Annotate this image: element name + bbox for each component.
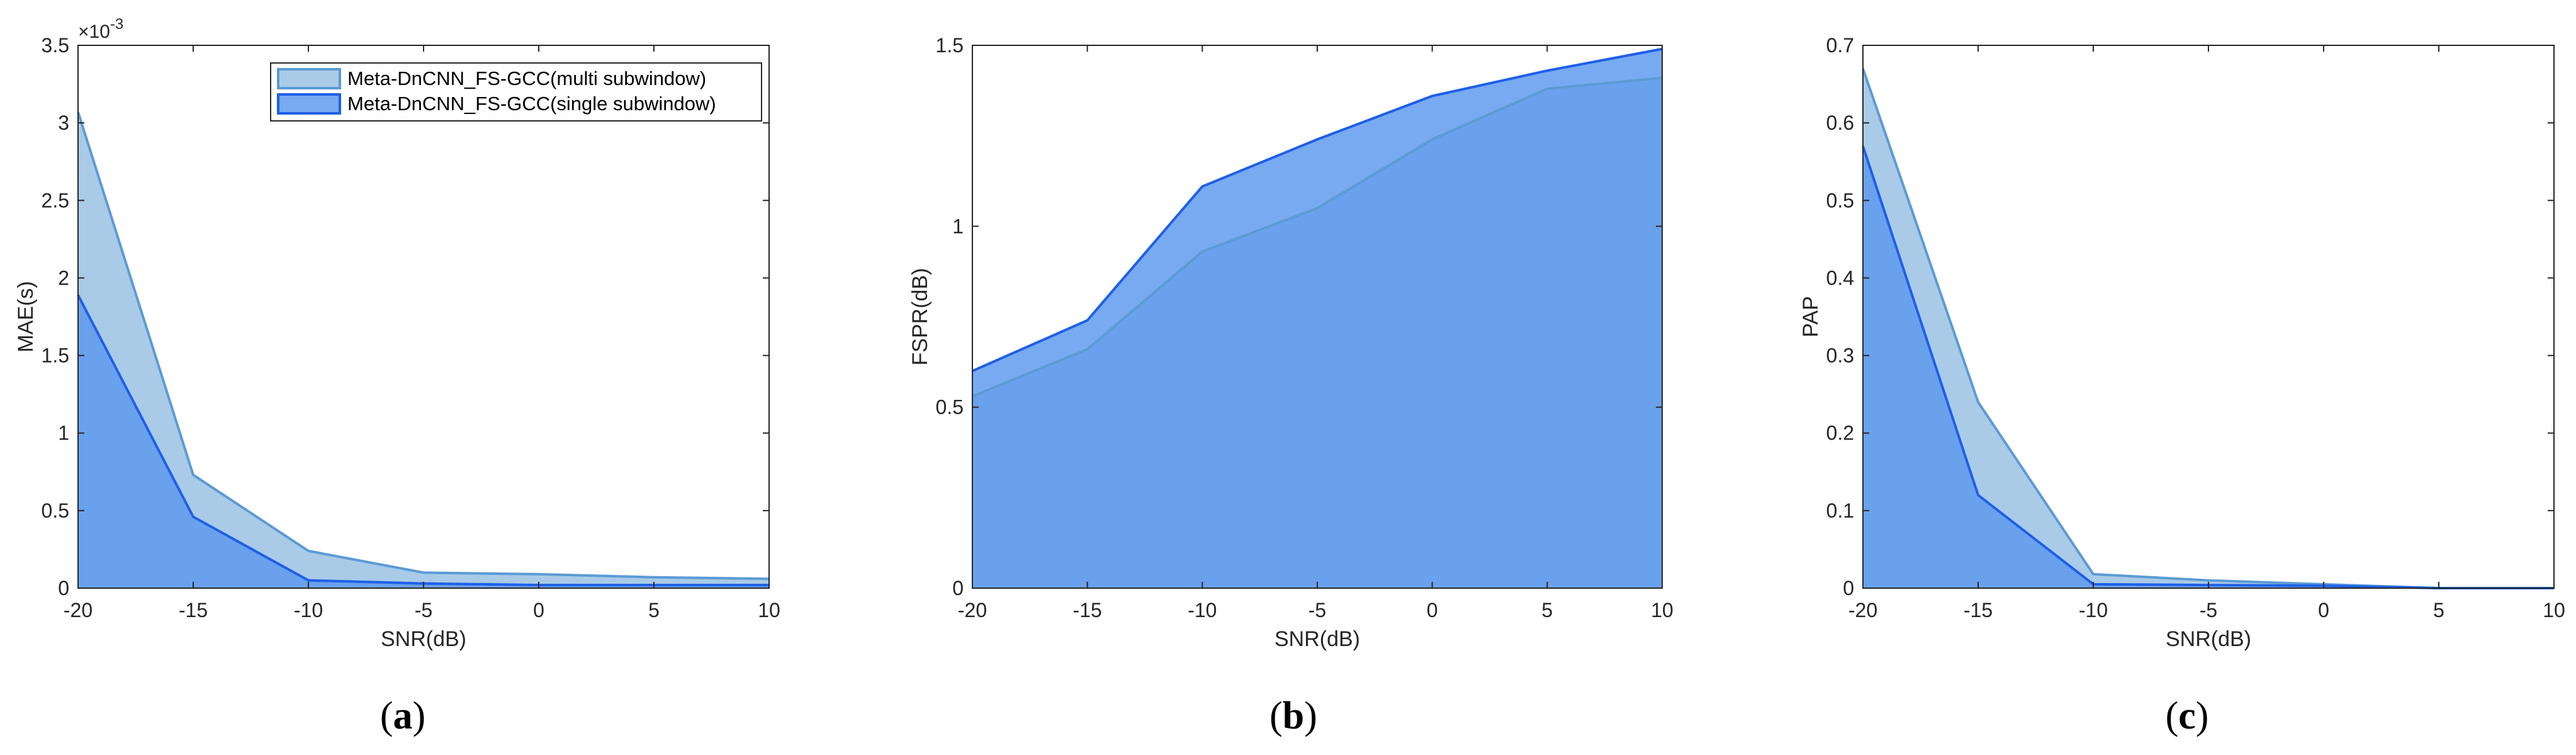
y-tick-label: 0.2: [1826, 422, 1854, 445]
x-tick-label: -10: [2079, 599, 2108, 622]
x-tick-label: -15: [1964, 599, 1993, 622]
x-tick-label: 0: [533, 599, 544, 622]
x-tick-label: -5: [2200, 599, 2217, 622]
y-tick-label: 0: [58, 577, 69, 599]
y-tick-label: 3: [58, 111, 69, 134]
y-tick-label: 1: [952, 215, 964, 237]
y-axis-label: PAP: [1799, 296, 1823, 338]
y-tick-label: 0.5: [1826, 189, 1854, 212]
x-tick-label: 10: [758, 599, 780, 622]
chart-panel-b: -20 -15 -10 -5 0 5 10 0 0.5 1 1.5 SNR(dB) FSPR(dB) (b…: [908, 34, 1673, 737]
y-tick-label: 1.5: [936, 34, 964, 57]
x-axis-label: SNR(dB): [1274, 627, 1360, 651]
x-tick-label: 0: [1427, 599, 1438, 622]
area-series-single-subwindow: [78, 295, 769, 588]
legend-entry-label: Meta-DnCNN_FS-GCC(multi subwindow): [347, 67, 706, 89]
panel-caption: (b): [1269, 695, 1317, 737]
y-axis-label: MAE(s): [14, 281, 38, 352]
x-tick-label: 10: [1651, 599, 1673, 622]
y-tick-label: 0.3: [1826, 344, 1854, 367]
legend-box: [270, 62, 762, 122]
x-tick-label: -10: [294, 599, 323, 622]
y-tick-label: 0.4: [1826, 266, 1854, 289]
legend-entry-label: Meta-DnCNN_FS-GCC(single subwindow): [347, 93, 716, 115]
y-tick-label: 0.5: [936, 396, 964, 419]
area-series-single-subwindow: [1863, 146, 2554, 589]
y-tick-label: 0: [952, 577, 964, 599]
y-axis-label: FSPR(dB): [908, 268, 932, 366]
x-tick-label: -5: [415, 599, 432, 622]
x-tick-label: -10: [1188, 599, 1217, 622]
chart-panel-a: -20 -15 -10 -5 0 5 10 0 0.5 1 1.5 2 2.5 3 3.5 SNR(dB) MA…: [14, 16, 780, 737]
x-tick-label: -20: [64, 599, 93, 622]
x-axis-label: SNR(dB): [2166, 627, 2251, 651]
y-tick-label: 2.5: [42, 189, 69, 212]
x-tick-label: -15: [179, 599, 208, 622]
legend: Meta-DnCNN_FS-GCC(multi subwindow) Meta-D…: [270, 62, 762, 122]
chart-panel-c: -20 -15 -10 -5 0 5 10 0 0.1 0.2 0.3 0.4 0.5 0.6 0.7 SNR…: [1799, 34, 2565, 737]
x-tick-label: -15: [1073, 599, 1102, 622]
x-tick-label: 10: [2543, 599, 2565, 622]
area-series-single-subwindow: [972, 48, 1662, 589]
y-tick-label: 0.1: [1826, 499, 1854, 522]
y-tick-label: 1.5: [42, 344, 69, 367]
y-tick-label: 0.7: [1826, 34, 1854, 57]
x-axis-label: SNR(dB): [381, 627, 466, 651]
y-axis-exponent: ×10-3: [78, 16, 123, 42]
x-tick-label: 0: [2318, 599, 2329, 622]
panel-caption: (a): [380, 695, 425, 737]
x-tick-label: -5: [1308, 599, 1326, 622]
x-tick-label: -20: [1848, 599, 1877, 622]
y-tick-label: 3.5: [42, 34, 69, 57]
y-tick-label: 0.6: [1826, 111, 1854, 134]
x-tick-label: 5: [648, 599, 660, 622]
legend-swatch: [277, 68, 341, 89]
y-tick-label: 2: [58, 266, 69, 289]
y-tick-label: 0.5: [42, 499, 69, 522]
y-tick-label: 1: [58, 422, 69, 445]
x-tick-label: 5: [1541, 599, 1553, 622]
panel-caption: (c): [2166, 695, 2209, 737]
legend-swatch: [277, 93, 341, 115]
y-tick-label: 0: [1843, 577, 1854, 599]
x-tick-label: -20: [958, 599, 987, 622]
x-tick-label: 5: [2433, 599, 2444, 622]
